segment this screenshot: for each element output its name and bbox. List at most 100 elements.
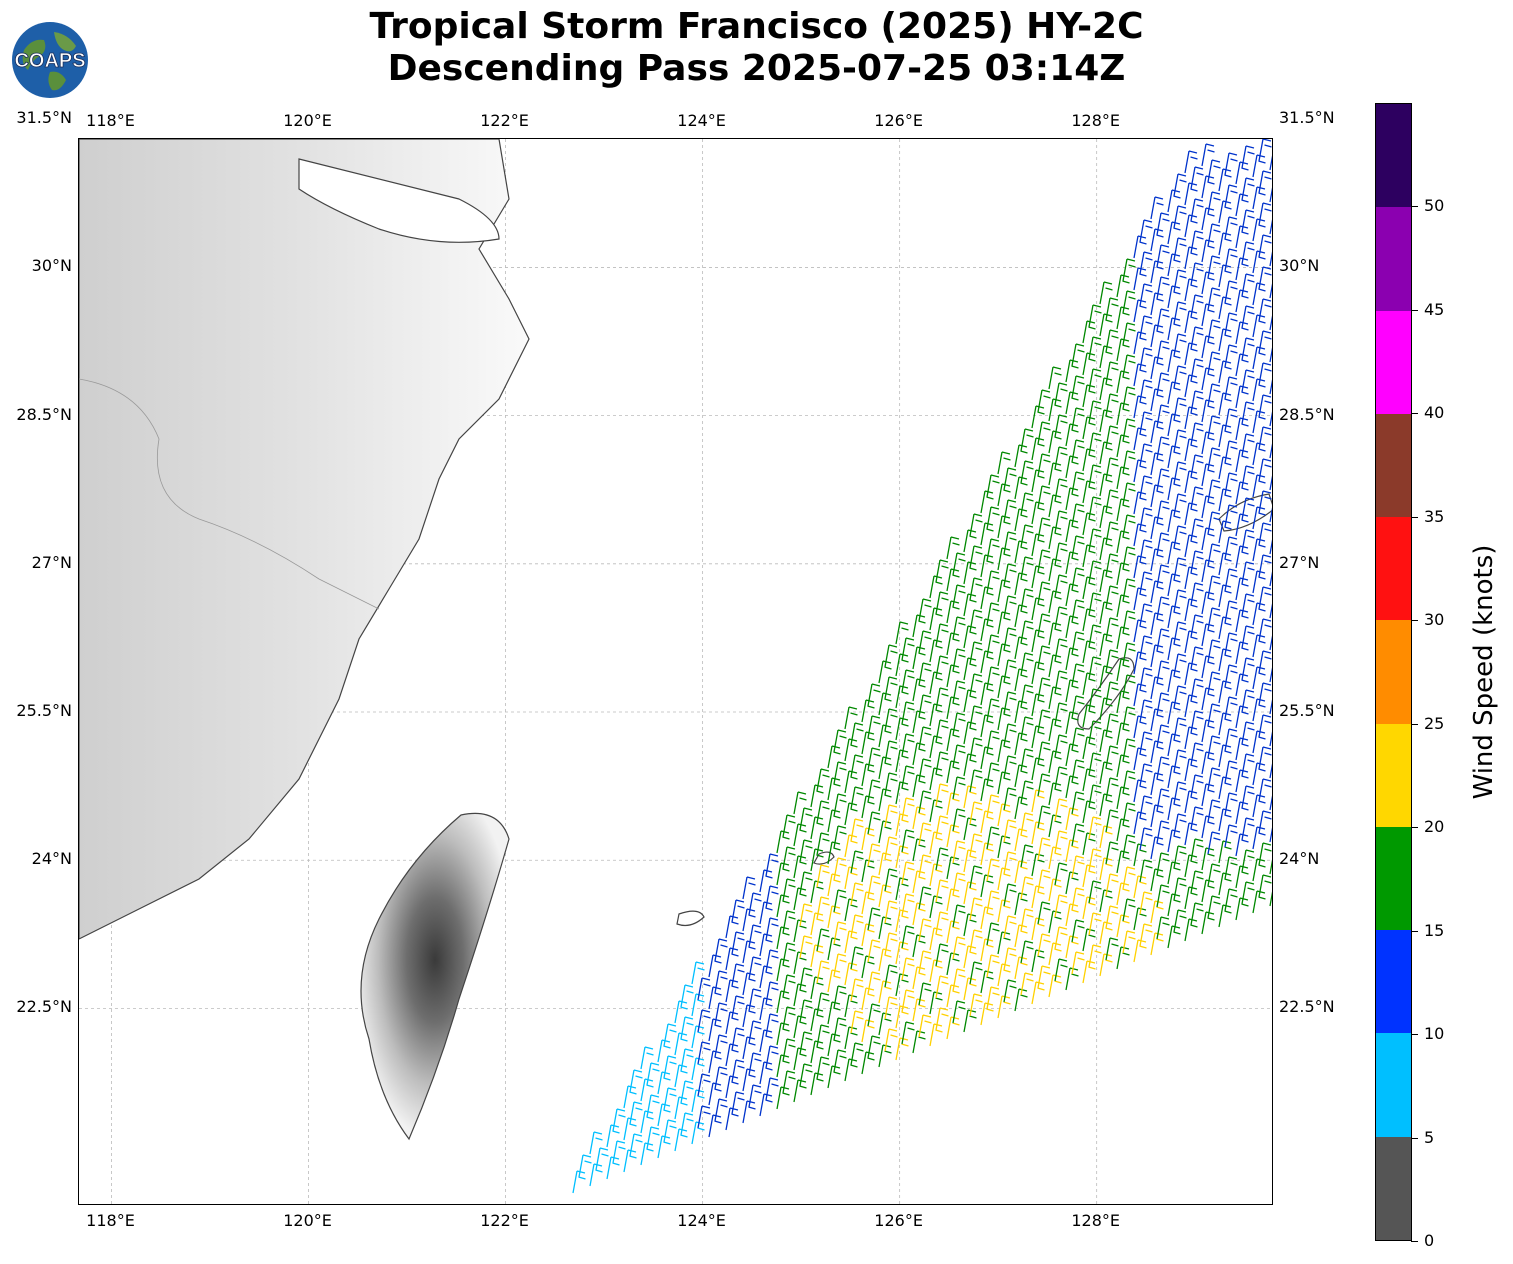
wind-barb bbox=[1156, 724, 1170, 748]
wind-barb bbox=[878, 724, 892, 748]
wind-barb bbox=[1037, 485, 1051, 509]
wind-barb bbox=[867, 843, 881, 867]
wind-barb bbox=[980, 970, 994, 994]
wind-barb bbox=[725, 915, 739, 939]
wind-barb bbox=[1184, 342, 1198, 366]
wind-barb bbox=[1173, 653, 1187, 677]
wind-barb bbox=[929, 895, 943, 919]
taiwan-island bbox=[360, 812, 510, 1141]
wind-barb bbox=[1218, 200, 1232, 224]
wind-barb bbox=[708, 1114, 722, 1138]
wind-barb bbox=[1020, 812, 1034, 836]
wind-barb bbox=[980, 810, 994, 834]
wind-barb bbox=[952, 680, 966, 704]
wind-barb bbox=[1190, 294, 1204, 318]
wind-barb bbox=[1105, 841, 1119, 865]
wind-barb bbox=[1031, 533, 1045, 557]
wind-barb bbox=[1054, 926, 1068, 950]
wind-barb bbox=[1252, 762, 1266, 786]
wind-barb bbox=[1224, 472, 1238, 496]
wind-barb bbox=[708, 986, 722, 1010]
wind-barb bbox=[799, 807, 813, 831]
wind-barb bbox=[1258, 202, 1272, 226]
wind-barb bbox=[1037, 837, 1051, 861]
wind-barb bbox=[969, 897, 983, 921]
wind-barb bbox=[1269, 827, 1272, 843]
wind-barb bbox=[844, 1058, 858, 1082]
wind-barb bbox=[1156, 500, 1170, 524]
wind-barb bbox=[1139, 699, 1153, 723]
wind-barb bbox=[1207, 703, 1221, 727]
wind-barb bbox=[623, 1149, 637, 1173]
wind-barb bbox=[1235, 257, 1249, 281]
wind-barb bbox=[827, 809, 841, 833]
wind-barb bbox=[1105, 745, 1119, 769]
wind-barb bbox=[1014, 796, 1028, 820]
wind-barb bbox=[1150, 324, 1164, 348]
wind-barb bbox=[1218, 360, 1232, 384]
wind-barb bbox=[1014, 924, 1028, 948]
wind-barb bbox=[918, 854, 932, 878]
wind-barb bbox=[1065, 839, 1079, 863]
colorbar-tick-label: 30 bbox=[1424, 610, 1445, 630]
wind-barb bbox=[1201, 207, 1215, 231]
wind-barb bbox=[969, 833, 983, 857]
wind-barb bbox=[765, 885, 779, 909]
wind-barb bbox=[1235, 833, 1249, 857]
wind-barb bbox=[963, 721, 977, 745]
wind-barb bbox=[986, 698, 1000, 722]
wind-barb bbox=[1116, 754, 1130, 778]
wind-barb bbox=[997, 547, 1011, 571]
wind-barb bbox=[1252, 282, 1266, 306]
wind-barb bbox=[1139, 443, 1153, 467]
wind-barb bbox=[1252, 378, 1266, 402]
wind-barb bbox=[1020, 620, 1034, 644]
wind-barb bbox=[1048, 430, 1062, 454]
wind-barb bbox=[1156, 884, 1170, 908]
wind-barb bbox=[1065, 711, 1079, 735]
wind-barb bbox=[680, 1112, 694, 1136]
wind-barb bbox=[680, 1080, 694, 1104]
wind-barb bbox=[1235, 769, 1249, 793]
wind-barb bbox=[782, 878, 796, 902]
colorbar-tick-label: 10 bbox=[1424, 1024, 1445, 1044]
wind-barb bbox=[1150, 228, 1164, 252]
wind-barb bbox=[867, 715, 881, 739]
wind-barb bbox=[589, 1131, 603, 1155]
wind-barb bbox=[1269, 763, 1272, 779]
wind-barb bbox=[1269, 443, 1272, 459]
wind-barb bbox=[969, 545, 983, 569]
wind-barb bbox=[1133, 523, 1147, 547]
wind-barb bbox=[901, 701, 915, 725]
wind-barb bbox=[1258, 458, 1272, 482]
wind-barb bbox=[629, 1101, 643, 1125]
wind-barb bbox=[1167, 541, 1181, 565]
wind-barb bbox=[1258, 714, 1272, 738]
wind-barb bbox=[1218, 296, 1232, 320]
wind-barb bbox=[1241, 657, 1255, 681]
wind-barb bbox=[1105, 681, 1119, 705]
wind-barb bbox=[878, 692, 892, 716]
wind-barb bbox=[1048, 654, 1062, 678]
wind-barb bbox=[1122, 290, 1136, 314]
wind-barb bbox=[1224, 312, 1238, 336]
wind-barb bbox=[1116, 658, 1130, 682]
wind-barb bbox=[1241, 561, 1255, 585]
wind-barb bbox=[1258, 234, 1272, 258]
wind-barb bbox=[895, 813, 909, 837]
wind-barb bbox=[742, 1004, 756, 1028]
wind-barb bbox=[1071, 407, 1085, 431]
wind-barb bbox=[1099, 441, 1113, 465]
wind-barb bbox=[1235, 705, 1249, 729]
wind-barb bbox=[1235, 417, 1249, 441]
wind-barb bbox=[1224, 856, 1238, 880]
wind-barb bbox=[606, 1156, 620, 1180]
wind-barb bbox=[708, 1082, 722, 1106]
wind-barb bbox=[1235, 513, 1249, 537]
wind-barb bbox=[1167, 605, 1181, 629]
wind-barb bbox=[1235, 897, 1249, 921]
wind-barb bbox=[901, 829, 915, 853]
wind-barb bbox=[1258, 778, 1272, 802]
wind-barb bbox=[765, 853, 779, 877]
wind-barb bbox=[742, 876, 756, 900]
